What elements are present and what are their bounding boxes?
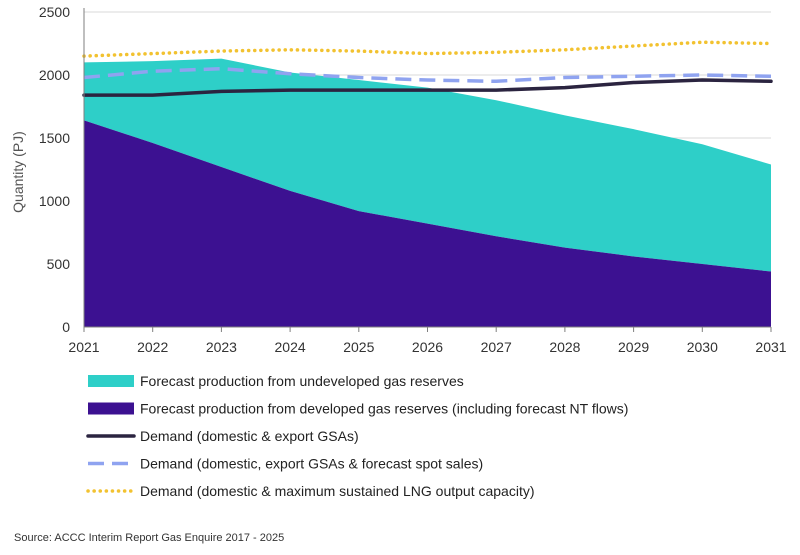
- x-tick-label: 2026: [412, 339, 443, 355]
- legend-label: Demand (domestic, export GSAs & forecast…: [140, 456, 483, 472]
- legend-swatch-area-developed: [88, 402, 134, 415]
- x-tick-label: 2031: [755, 339, 786, 355]
- line-demand-gsa-spot: [83, 66, 772, 84]
- y-tick-label: 500: [47, 256, 71, 272]
- legend-item: Demand (domestic & export GSAs): [86, 428, 359, 444]
- x-tick-label: 2028: [549, 339, 580, 355]
- y-tick-label: 2000: [39, 67, 70, 83]
- x-tick-label: 2021: [68, 339, 99, 355]
- x-tick-label: 2022: [137, 339, 168, 355]
- x-tick-label: 2027: [481, 339, 512, 355]
- x-tick-label: 2023: [206, 339, 237, 355]
- legend-label: Forecast production from undeveloped gas…: [140, 373, 464, 389]
- line-series: [82, 40, 773, 97]
- source-note: Source: ACCC Interim Report Gas Enquire …: [14, 532, 284, 544]
- legend: Forecast production from undeveloped gas…: [86, 373, 628, 499]
- line-demand-lng-capacity: [82, 40, 773, 58]
- axes: 0 500 1000 1500 2000 2500 2021 2022 2023 2024 2025…: [39, 4, 787, 355]
- area-series: [84, 58, 771, 327]
- x-tick-label: 2025: [343, 339, 374, 355]
- legend-label: Forecast production from developed gas r…: [140, 401, 628, 417]
- area-developed-reserves: [84, 120, 771, 327]
- x-tick-label: 2029: [618, 339, 649, 355]
- x-tick-label: 2030: [687, 339, 718, 355]
- y-axis-title: Quantity (PJ): [10, 131, 26, 213]
- area-undeveloped-reserves: [84, 58, 771, 272]
- y-tick-label: 1000: [39, 193, 70, 209]
- legend-swatch-area-undeveloped: [88, 375, 134, 387]
- y-tick-label: 1500: [39, 130, 70, 146]
- legend-item: Forecast production from developed gas r…: [88, 401, 628, 417]
- legend-item: Forecast production from undeveloped gas…: [88, 373, 464, 389]
- legend-item: Demand (domestic & maximum sustained LNG…: [86, 483, 535, 499]
- legend-label: Demand (domestic & maximum sustained LNG…: [140, 483, 535, 499]
- y-tick-label: 2500: [39, 4, 70, 20]
- legend-label: Demand (domestic & export GSAs): [140, 428, 359, 444]
- y-tick-label: 0: [62, 319, 70, 335]
- x-tick-label: 2024: [275, 339, 306, 355]
- line-demand-gsa: [82, 78, 773, 97]
- legend-item: Demand (domestic, export GSAs & forecast…: [88, 456, 483, 472]
